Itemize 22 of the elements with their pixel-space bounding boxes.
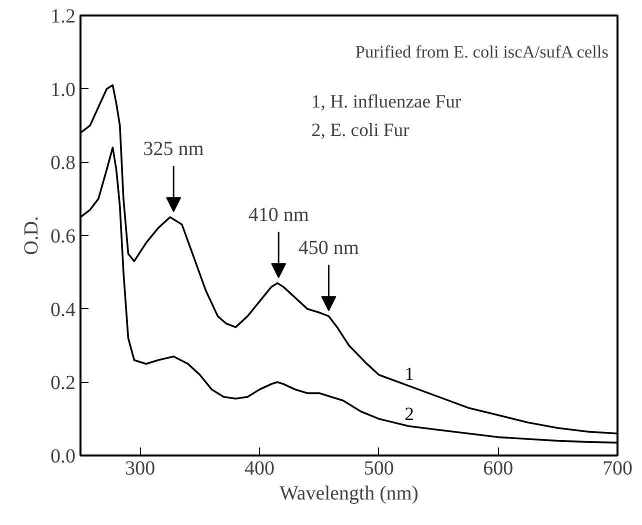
y-tick-label: 0.6 <box>50 226 76 248</box>
x-axis-title: Wavelength (nm) <box>280 482 418 504</box>
y-axis-title: O.D. <box>20 216 42 255</box>
x-tick-label: 600 <box>483 458 514 480</box>
annotation: 325 nm <box>143 138 204 160</box>
y-tick-label: 1.2 <box>50 6 76 28</box>
x-tick-label: 300 <box>125 458 156 480</box>
x-tick-label: 400 <box>244 458 274 480</box>
y-tick-label: 0.8 <box>50 152 76 174</box>
annotation: Purified from E. coli iscA/sufA cells <box>355 42 609 62</box>
annotation: 2, E. coli Fur <box>311 120 410 141</box>
series-label: 2 <box>404 404 414 426</box>
annotation: 450 nm <box>298 237 360 260</box>
y-tick-label: 0.4 <box>50 298 76 321</box>
y-tick-label: 0.2 <box>50 372 76 394</box>
x-tick-label: 500 <box>364 458 394 480</box>
annotation: 410 nm <box>248 204 310 226</box>
x-tick-label: 700 <box>602 458 632 480</box>
series-label: 1 <box>404 364 414 385</box>
y-tick-label: 0.0 <box>50 446 76 468</box>
annotation: 1, H. influenzae Fur <box>311 91 462 112</box>
y-tick-label: 1.0 <box>50 78 76 101</box>
